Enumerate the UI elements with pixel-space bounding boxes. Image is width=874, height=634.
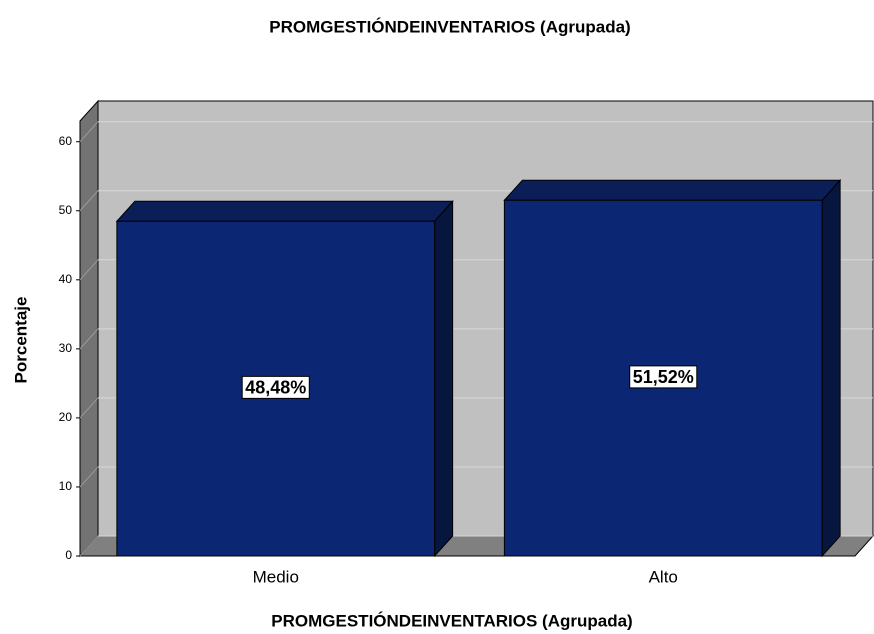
grid-line [79,466,99,488]
value-label-box [629,365,698,389]
y-tick-label: 20 [59,410,73,424]
grid-line [79,328,99,350]
value-label-box [241,375,310,399]
grid-line [79,259,99,281]
x-axis-title: PROMGESTIÓNDEINVENTARIOS (Agrupada) [271,611,632,630]
value-label: 51,52% [633,367,694,387]
value-label: 48,48% [245,377,306,397]
bar-side [821,178,841,558]
y-tick-label: 50 [59,203,73,217]
bar-top [115,200,454,222]
y-tick-label: 0 [65,548,72,562]
bar-top [503,179,842,201]
y-tick-label: 10 [59,479,73,493]
left-wall [79,99,99,558]
grid-line [79,397,99,419]
grid-line [79,535,99,557]
x-tick-label: Medio [253,567,299,586]
chart-title: PROMGESTIÓNDEINVENTARIOS (Agrupada) [269,17,630,36]
grid-line [79,121,99,143]
y-tick-label: 40 [59,272,73,286]
grid-line [79,190,99,212]
y-tick-label: 60 [59,134,73,148]
y-tick-label: 30 [59,341,73,355]
bar-side [434,199,454,558]
x-tick-label: Alto [649,567,678,586]
y-axis-title: Porcentaje [11,297,30,384]
